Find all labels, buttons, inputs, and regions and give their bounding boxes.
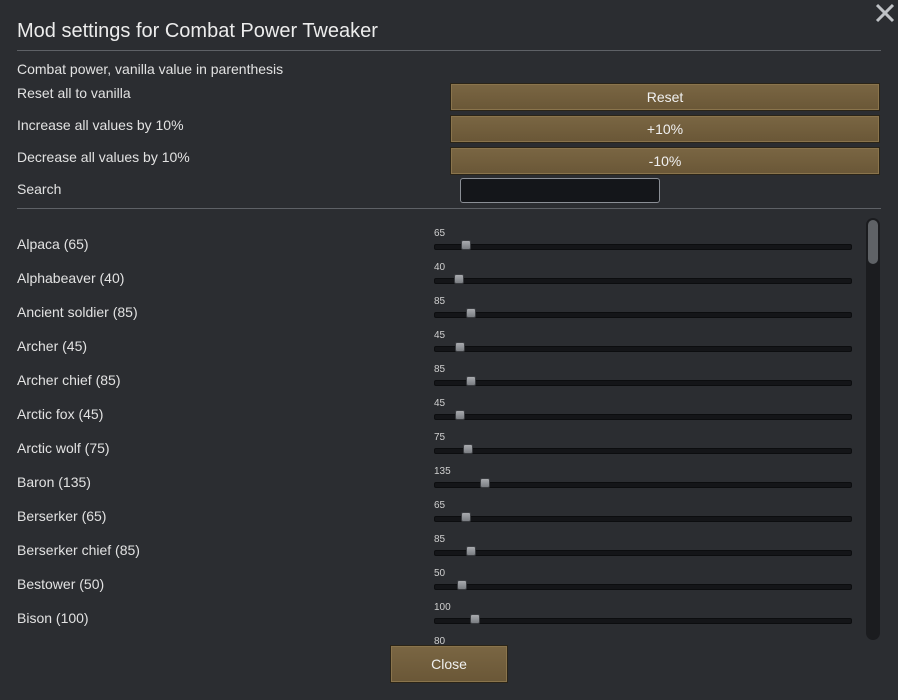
- creature-row: Berserker chief (85) 85: [0, 524, 860, 558]
- reset-label: Reset all to vanilla: [17, 85, 131, 101]
- slider-thumb[interactable]: [456, 580, 467, 590]
- creature-row: Baron (135) 135: [0, 456, 860, 490]
- slider-track[interactable]: [434, 448, 852, 454]
- increase-label: Increase all values by 10%: [17, 117, 184, 133]
- slider-thumb[interactable]: [455, 410, 466, 420]
- creature-row: Ancient soldier (85) 85: [0, 286, 860, 320]
- creature-label: Archer chief (85): [17, 372, 121, 388]
- title-divider: [17, 50, 881, 51]
- creature-list: Alpaca (65) 65 Alphabeaver (40) 40 Ancient s…: [0, 214, 898, 644]
- search-label: Search: [17, 181, 62, 197]
- creature-label: Bestower (50): [17, 576, 105, 592]
- creature-label: Arctic fox (45): [17, 406, 104, 422]
- slider-value: 80: [434, 636, 446, 644]
- creature-label: Berserker (65): [17, 508, 107, 524]
- slider-track[interactable]: [434, 516, 852, 522]
- slider-track[interactable]: [434, 618, 852, 624]
- creature-row: Arctic wolf (75) 75: [0, 422, 860, 456]
- slider-track[interactable]: [434, 584, 852, 590]
- slider-track[interactable]: [434, 278, 852, 284]
- decrease-button[interactable]: -10%: [450, 147, 880, 175]
- reset-button[interactable]: Reset: [450, 83, 880, 111]
- creature-label: Arctic wolf (75): [17, 440, 110, 456]
- slider-value: 50: [434, 568, 446, 579]
- slider-value: 85: [434, 534, 446, 545]
- slider-track[interactable]: [434, 346, 852, 352]
- creature-row: Arctic fox (45) 45: [0, 388, 860, 422]
- creature-row: Archer chief (85) 85: [0, 354, 860, 388]
- dialog-title: Mod settings for Combat Power Tweaker: [17, 20, 378, 42]
- decrease-label: Decrease all values by 10%: [17, 149, 190, 165]
- slider-value: 100: [434, 602, 451, 613]
- scrollbar-thumb[interactable]: [868, 220, 878, 264]
- creature-label: Alphabeaver (40): [17, 270, 125, 286]
- slider-value: 135: [434, 466, 451, 477]
- subtitle-text: Combat power, vanilla value in parenthes…: [17, 61, 284, 77]
- slider-value: 45: [434, 398, 446, 409]
- slider-value: 45: [434, 330, 446, 341]
- slider-thumb[interactable]: [453, 274, 464, 284]
- slider-track[interactable]: [434, 550, 852, 556]
- slider-track[interactable]: [434, 380, 852, 386]
- creature-row: Bestower (50) 50: [0, 558, 860, 592]
- creature-row: Archer (45) 45: [0, 320, 860, 354]
- creature-label: Ancient soldier (85): [17, 304, 138, 320]
- creature-row: Alphabeaver (40) 40: [0, 252, 860, 286]
- slider-thumb[interactable]: [466, 376, 476, 386]
- slider-thumb[interactable]: [479, 478, 490, 488]
- slider-thumb[interactable]: [466, 546, 476, 556]
- slider-thumb[interactable]: [463, 444, 474, 454]
- search-divider: [17, 208, 881, 209]
- close-x-icon[interactable]: [872, 0, 898, 26]
- slider-value: 65: [434, 500, 446, 511]
- slider-thumb[interactable]: [466, 308, 476, 318]
- search-input[interactable]: [460, 178, 660, 203]
- slider-track[interactable]: [434, 482, 852, 488]
- slider-value: 65: [434, 228, 446, 239]
- creature-label: Baron (135): [17, 474, 91, 490]
- slider-thumb[interactable]: [460, 240, 471, 250]
- creature-label: Bison (100): [17, 610, 89, 626]
- scrollbar-track[interactable]: [866, 218, 880, 640]
- creature-row: Berserker (65) 65: [0, 490, 860, 524]
- creature-label: Alpaca (65): [17, 236, 89, 252]
- creature-row: 80: [0, 626, 860, 644]
- creature-label: Berserker chief (85): [17, 542, 140, 558]
- slider-value: 85: [434, 296, 446, 307]
- slider-value: 75: [434, 432, 446, 443]
- creature-row: Bison (100) 100: [0, 592, 860, 626]
- slider-value: 85: [434, 364, 446, 375]
- creature-row: Alpaca (65) 65: [0, 218, 860, 252]
- slider-thumb[interactable]: [455, 342, 466, 352]
- increase-button[interactable]: +10%: [450, 115, 880, 143]
- slider-track[interactable]: [434, 244, 852, 250]
- slider-thumb[interactable]: [460, 512, 471, 522]
- slider-thumb[interactable]: [470, 614, 481, 624]
- slider-value: 40: [434, 262, 446, 273]
- slider-track[interactable]: [434, 312, 852, 318]
- creature-label: Archer (45): [17, 338, 88, 354]
- close-button[interactable]: Close: [390, 645, 508, 683]
- slider-track[interactable]: [434, 414, 852, 420]
